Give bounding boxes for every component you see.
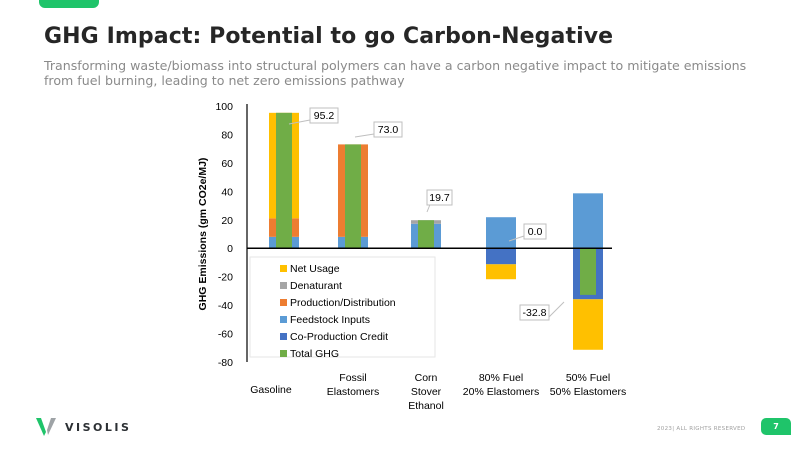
bar-total-ghg [418,220,434,249]
copyright-footer: 2023| ALL RIGHTS RESERVED [657,426,746,432]
visolis-v-icon [36,418,56,436]
ghg-chart: 100 80 60 40 20 0 -20 -40 -60 -80 GHG Emissions (g… [197,101,626,412]
legend-swatch [280,265,287,272]
x-category-label: 20% Elastomers [463,386,539,398]
legend-label: Total GHG [290,348,339,360]
page-number: 7 [761,418,791,435]
legend-swatch [280,299,287,306]
legend-label: Production/Distribution [290,297,396,309]
y-tick-label: 0 [227,243,233,255]
bar-segment-feedstock-inputs [486,217,516,249]
bar-segment-feedstock-inputs [573,193,603,249]
x-category-label: 50% Fuel [566,372,610,384]
data-label: 19.7 [429,192,450,204]
x-category-label: Ethanol [408,400,444,412]
legend-label: Net Usage [290,263,340,275]
y-tick-label: 40 [221,186,233,198]
y-axis-label: GHG Emissions (gm CO2e/MJ) [197,158,209,311]
y-tick-label: 80 [221,129,233,141]
bar-segment-co-production-credit [486,248,516,265]
legend-swatch [280,282,287,289]
x-category-label: Fossil [339,372,366,384]
y-tick-label: -20 [218,272,233,284]
brand-logo: VISOLIS [36,418,131,436]
slide-subtitle: Transforming waste/biomass into structur… [44,58,747,88]
bar-total-ghg [345,144,361,249]
data-label-leader [508,235,525,242]
x-category-label: Corn [415,372,438,384]
y-tick-label: 100 [215,101,233,113]
bar-segment-net-usage [486,264,516,280]
data-label: 95.2 [314,110,335,122]
data-label: 0.0 [528,226,543,238]
x-category-label: Elastomers [327,386,380,398]
x-category-label: 50% Elastomers [550,386,626,398]
data-label-box [426,189,453,206]
data-label: 73.0 [378,124,399,136]
x-category-label: Stover [411,386,442,398]
x-category-label: Gasoline [250,384,292,396]
data-label-leader [288,119,311,125]
legend-label: Denaturant [290,280,342,292]
bar-total-ghg [276,112,292,249]
bar-segment-net-usage [573,299,603,350]
legend-swatch [280,333,287,340]
y-tick-label: -40 [218,300,233,312]
data-label-box [309,107,339,124]
legend-label: Co-Production Credit [290,331,388,343]
slide-title: GHG Impact: Potential to go Carbon-Negat… [44,24,614,49]
data-label-leader [548,301,565,318]
y-tick-label: -80 [218,357,233,369]
legend-swatch [280,350,287,357]
y-tick-label: 20 [221,215,233,227]
y-tick-label: 60 [221,158,233,170]
bar-total-ghg [580,248,596,295]
data-label: -32.8 [523,307,547,319]
x-category-label: 80% Fuel [479,372,523,384]
top-accent-tab [39,0,99,8]
data-label-box [523,223,547,240]
data-label-box [519,304,550,321]
data-label-leader [354,133,375,138]
legend-swatch [280,316,287,323]
legend-box [249,256,436,358]
legend-label: Feedstock Inputs [290,314,370,326]
brand-name: VISOLIS [65,420,132,434]
y-tick-label: -60 [218,329,233,341]
data-label-box [373,121,403,138]
